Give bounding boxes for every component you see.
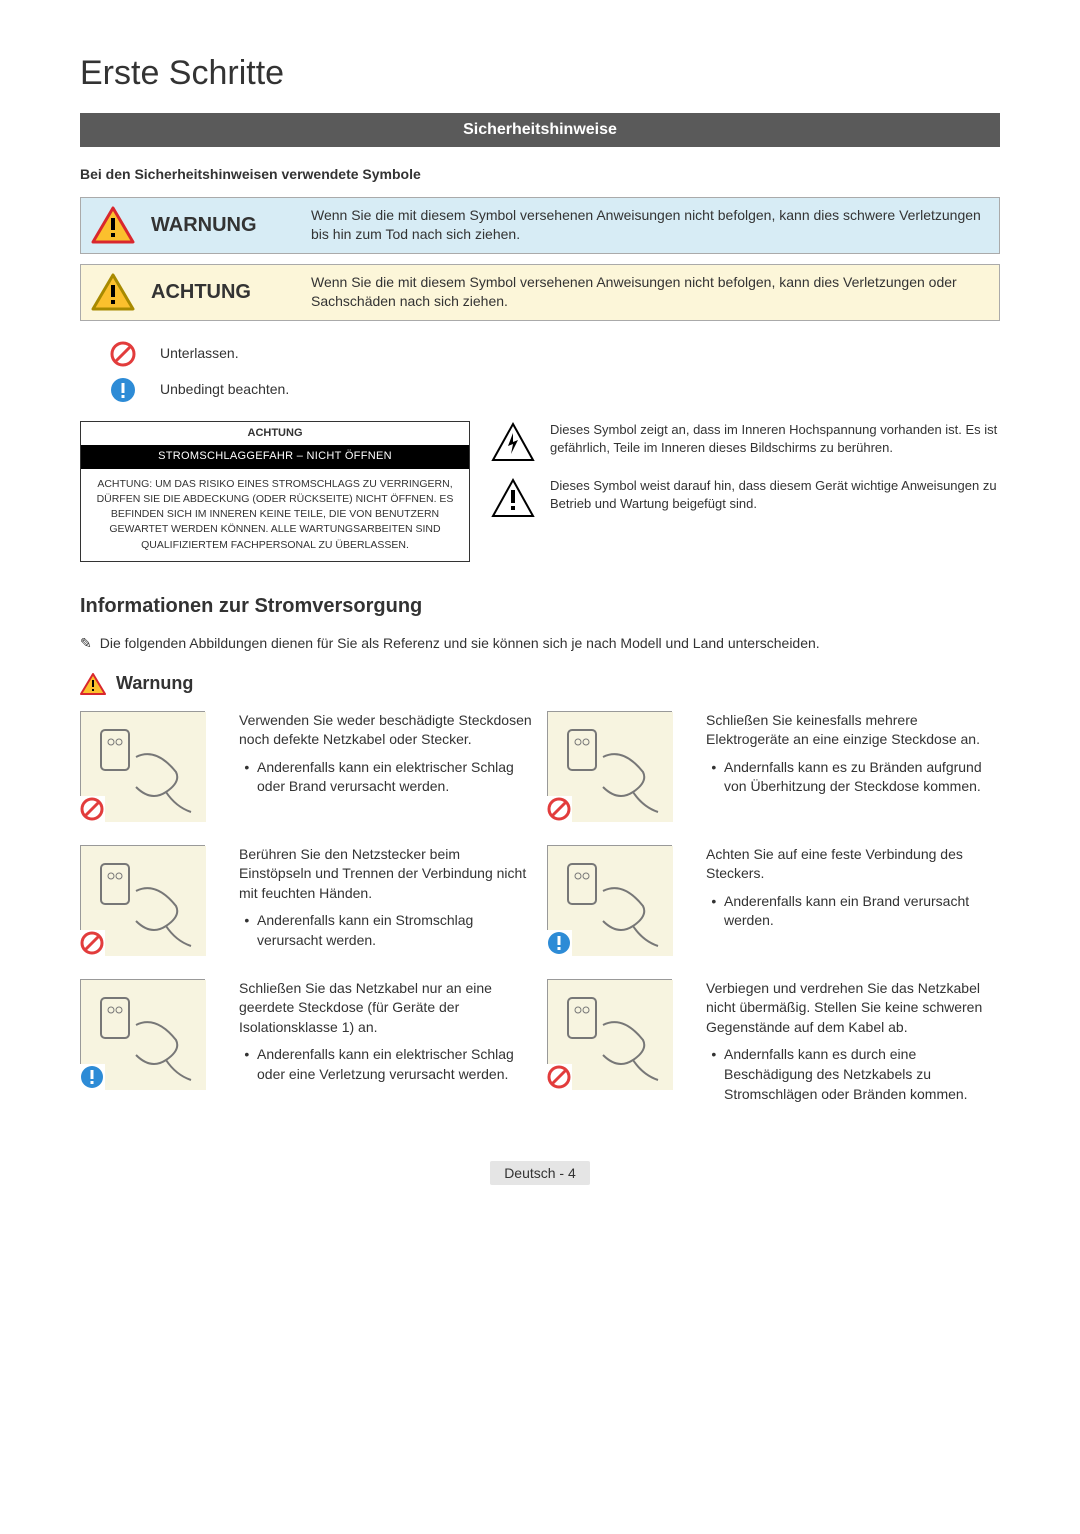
prohibit-icon — [110, 341, 136, 367]
warning-subheading-text: Warnung — [116, 671, 193, 696]
item-bullet-text: Andernfalls kann es zu Bränden aufgrund … — [724, 758, 1000, 797]
caution-framed-box: ACHTUNG STROMSCHLAGGEFAHR – NICHT ÖFFNEN… — [80, 421, 470, 562]
illustration-thumb — [80, 845, 205, 955]
triangle-info-col: Dieses Symbol zeigt an, dass im Inneren … — [490, 421, 1000, 562]
must-badge-icon — [79, 1064, 105, 1090]
must-follow-label: Unbedingt beachten. — [160, 380, 289, 400]
warning-item-text: Verwenden Sie weder beschädigte Steckdos… — [239, 711, 533, 821]
item-bullet-text: Anderenfalls kann ein elektrischer Schla… — [257, 1045, 533, 1084]
item-bullet-text: Andernfalls kann es durch eine Beschädig… — [724, 1045, 1000, 1104]
caution-triangle-icon — [91, 273, 135, 311]
prohibit-label: Unterlassen. — [160, 344, 239, 364]
reference-note: ✎ Die folgenden Abbildungen dienen für S… — [80, 634, 1000, 654]
safety-banner: Sicherheitshinweise — [80, 113, 1000, 147]
caution-body-text: ACHTUNG: UM DAS RISIKO EINES STROMSCHLAG… — [81, 469, 469, 561]
note-icon: ✎ — [80, 634, 92, 654]
excl-triangle-text: Dieses Symbol weist darauf hin, dass die… — [550, 477, 1000, 519]
bolt-triangle-icon — [490, 421, 536, 463]
prohibit-badge-icon — [79, 930, 105, 956]
item-bullet-text: Anderenfalls kann ein Brand verursacht w… — [724, 892, 1000, 931]
illustration-thumb — [80, 711, 205, 821]
caution-black-bar: STROMSCHLAGGEFAHR – NICHT ÖFFNEN — [81, 445, 469, 468]
warning-symbol-box: WARNUNG Wenn Sie die mit diesem Symbol v… — [80, 197, 1000, 254]
footer-page: 4 — [568, 1165, 576, 1181]
warning-items-grid: Verwenden Sie weder beschädigte Steckdos… — [80, 711, 1000, 1105]
warning-item-text: Schließen Sie das Netzkabel nur an eine … — [239, 979, 533, 1105]
caution-head: ACHTUNG — [81, 422, 469, 445]
caution-symbol-box: ACHTUNG Wenn Sie die mit diesem Symbol v… — [80, 264, 1000, 321]
must-badge-icon — [546, 930, 572, 956]
item-main-text: Schließen Sie das Netzkabel nur an eine … — [239, 979, 533, 1038]
prohibit-badge-icon — [79, 796, 105, 822]
caution-panel-row: ACHTUNG STROMSCHLAGGEFAHR – NICHT ÖFFNEN… — [80, 421, 1000, 562]
symbols-intro: Bei den Sicherheitshinweisen verwendete … — [80, 165, 1000, 185]
page-footer: Deutsch - 4 — [80, 1164, 1000, 1184]
warning-item-text: Verbiegen und verdrehen Sie das Netzkabe… — [706, 979, 1000, 1105]
warning-small-icon — [80, 672, 106, 696]
excl-triangle-icon — [490, 477, 536, 519]
page-title: Erste Schritte — [80, 50, 1000, 98]
note-text: Die folgenden Abbildungen dienen für Sie… — [100, 634, 820, 654]
item-main-text: Verwenden Sie weder beschädigte Steckdos… — [239, 711, 533, 750]
illustration-thumb — [547, 845, 672, 955]
item-main-text: Schließen Sie keinesfalls mehrere Elektr… — [706, 711, 1000, 750]
item-bullet-text: Anderenfalls kann ein elektrischer Schla… — [257, 758, 533, 797]
item-bullet-text: Anderenfalls kann ein Stromschlag verurs… — [257, 911, 533, 950]
item-main-text: Verbiegen und verdrehen Sie das Netzkabe… — [706, 979, 1000, 1038]
footer-lang: Deutsch — [504, 1165, 555, 1181]
warning-triangle-icon — [91, 206, 135, 244]
warning-subheading: Warnung — [80, 671, 1000, 696]
illustration-thumb — [80, 979, 205, 1089]
illustration-thumb — [547, 979, 672, 1089]
prohibit-badge-icon — [546, 796, 572, 822]
bolt-triangle-text: Dieses Symbol zeigt an, dass im Inneren … — [550, 421, 1000, 463]
caution-label: ACHTUNG — [151, 278, 311, 306]
warning-desc: Wenn Sie die mit diesem Symbol versehene… — [311, 206, 989, 245]
must-follow-icon — [110, 377, 136, 403]
caution-desc: Wenn Sie die mit diesem Symbol versehene… — [311, 273, 989, 312]
warning-label: WARNUNG — [151, 211, 311, 239]
item-main-text: Berühren Sie den Netzstecker beim Einstö… — [239, 845, 533, 904]
legend-block: Unterlassen. Unbedingt beachten. — [110, 341, 1000, 403]
item-main-text: Achten Sie auf eine feste Verbindung des… — [706, 845, 1000, 884]
power-info-heading: Informationen zur Stromversorgung — [80, 592, 1000, 620]
warning-item-text: Schließen Sie keinesfalls mehrere Elektr… — [706, 711, 1000, 821]
warning-item-text: Achten Sie auf eine feste Verbindung des… — [706, 845, 1000, 955]
prohibit-badge-icon — [546, 1064, 572, 1090]
warning-item-text: Berühren Sie den Netzstecker beim Einstö… — [239, 845, 533, 955]
illustration-thumb — [547, 711, 672, 821]
